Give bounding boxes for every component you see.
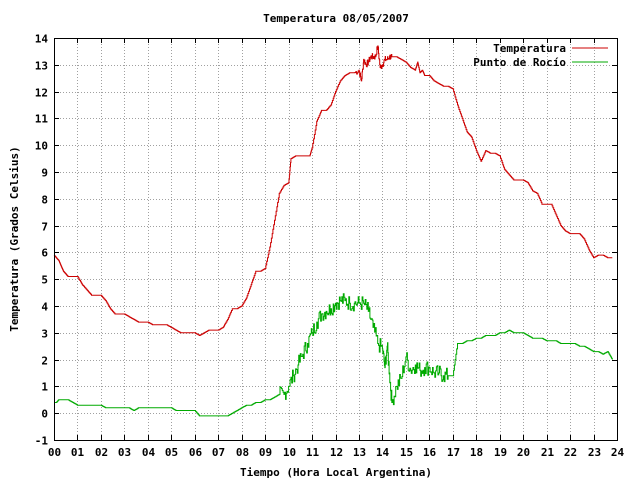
x-tick-label: 06	[189, 446, 203, 459]
x-tick-label: 17	[447, 446, 460, 459]
x-tick-label: 10	[283, 446, 296, 459]
x-tick-label: 13	[353, 446, 366, 459]
y-tick-label: 8	[41, 194, 48, 207]
y-tick-label: 4	[41, 301, 48, 314]
x-tick-label: 18	[470, 446, 483, 459]
x-tick-label: 04	[142, 446, 156, 459]
series-line-punto-de-rocio	[54, 293, 613, 417]
data-series	[53, 45, 613, 417]
y-tick-label: 2	[41, 355, 48, 368]
y-tick-label: 10	[35, 140, 48, 153]
y-tick-label: 13	[35, 60, 48, 73]
x-tick-label: 16	[423, 446, 437, 459]
y-tick-label: 12	[35, 87, 48, 100]
legend-entry-punto-de-rocio: Punto de Rocío	[473, 56, 608, 69]
y-tick-label: 0	[41, 408, 48, 421]
x-tick-label: 12	[330, 446, 343, 459]
x-tick-label: 14	[376, 446, 390, 459]
grid	[54, 38, 617, 440]
legend-label-temperatura: Temperatura	[493, 42, 566, 55]
y-tick-label: -1	[35, 435, 49, 448]
x-tick-label: 15	[400, 446, 413, 459]
x-tick-label: 07	[212, 446, 225, 459]
y-tick-label: 14	[35, 33, 49, 46]
x-tick-label: 01	[71, 446, 85, 459]
x-axis-label: Tiempo (Hora Local Argentina)	[240, 466, 432, 479]
x-tick-label: 21	[541, 446, 555, 459]
legend-entry-temperatura: Temperatura	[493, 42, 608, 55]
x-tick-label: 11	[306, 446, 320, 459]
y-tick-label: 1	[41, 381, 48, 394]
x-tick-label: 05	[165, 446, 178, 459]
y-tick-label: 5	[41, 274, 48, 287]
chart-title: Temperatura 08/05/2007	[263, 12, 409, 25]
x-tick-label: 09	[259, 446, 272, 459]
legend-label-punto-de-rocio: Punto de Rocío	[473, 56, 566, 69]
x-tick-label: 03	[118, 446, 131, 459]
y-tick-label: 9	[41, 167, 48, 180]
x-tick-label: 00	[48, 446, 61, 459]
plot-frame	[54, 38, 618, 441]
x-tick-label: 24	[611, 446, 625, 459]
x-tick-label: 23	[588, 446, 601, 459]
legend: Temperatura Punto de Rocío	[473, 42, 608, 69]
x-tick-label: 20	[517, 446, 530, 459]
x-tick-label: 08	[236, 446, 249, 459]
x-axis-ticks: 00 01 02 03 04 05 06 07 08 09 10 11 12 13 14 15 16 17 18 19…	[48, 38, 625, 459]
y-tick-label: 6	[41, 247, 48, 260]
series-line-temperatura	[53, 45, 613, 336]
x-tick-label: 19	[494, 446, 507, 459]
x-tick-label: 02	[95, 446, 108, 459]
y-axis-label: Temperatura (Grados Celsius)	[8, 146, 21, 331]
x-tick-label: 22	[564, 446, 577, 459]
y-tick-label: 7	[41, 221, 48, 234]
y-tick-label: 3	[41, 328, 48, 341]
y-tick-label: 11	[35, 113, 49, 126]
